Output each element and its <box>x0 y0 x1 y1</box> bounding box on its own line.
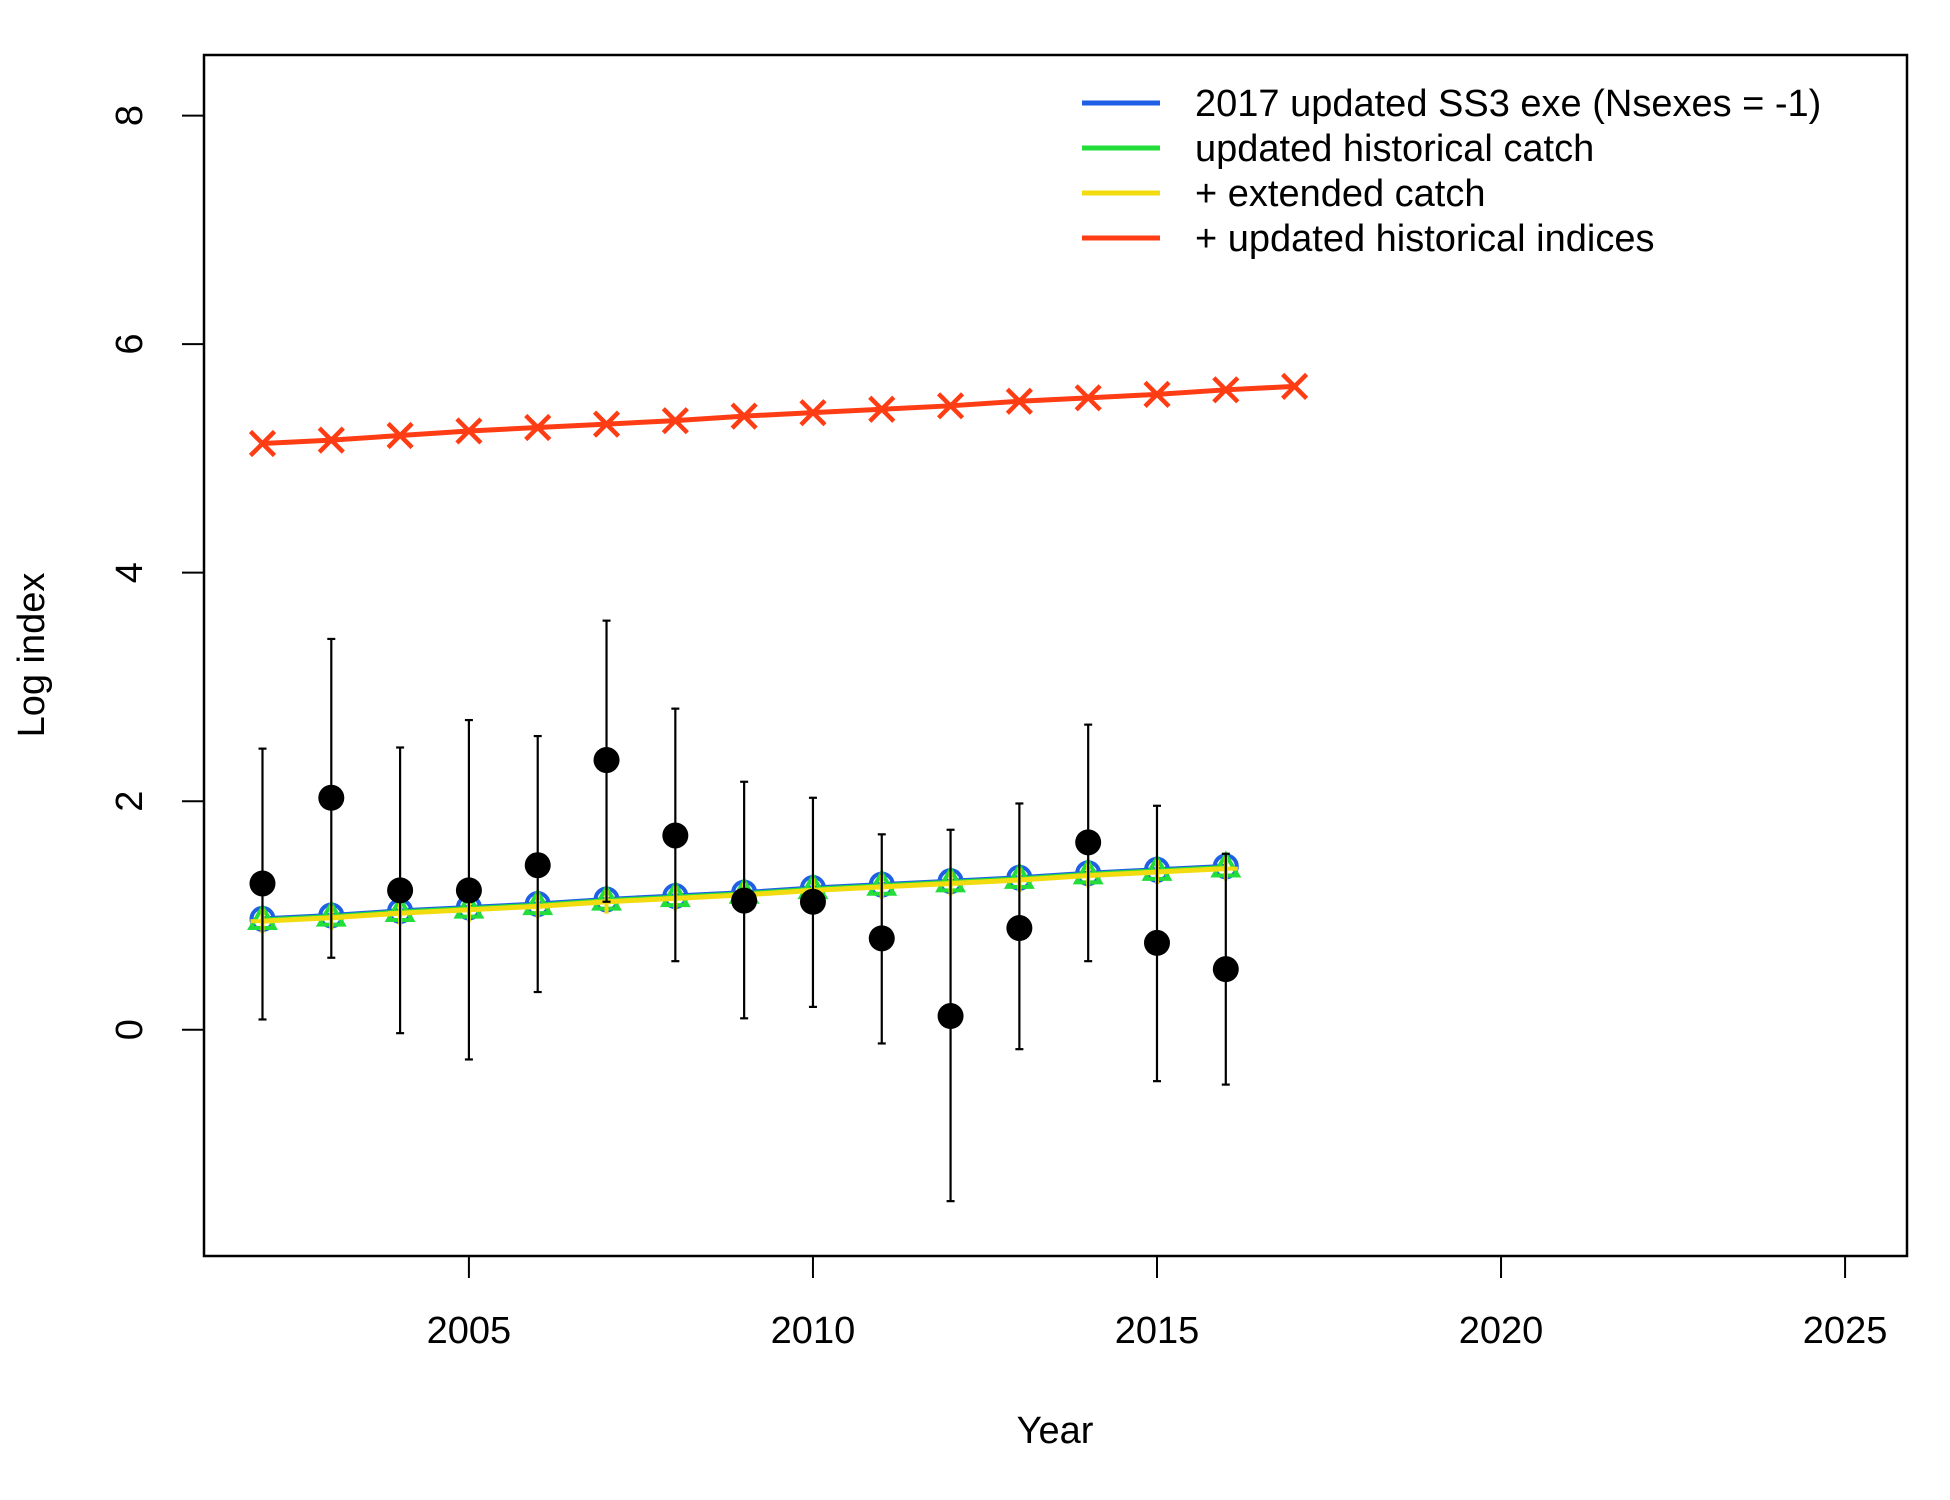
y-tick-label: 2 <box>109 791 151 812</box>
series-layer <box>247 372 1309 934</box>
series-point <box>386 421 414 450</box>
observed-point <box>387 877 414 904</box>
observed-layer <box>249 619 1239 1203</box>
observed-point <box>1212 956 1239 983</box>
series-point <box>524 413 552 442</box>
series-point <box>1212 376 1240 404</box>
x-tick-label: 2015 <box>1115 1310 1200 1352</box>
observed-point <box>1075 829 1102 856</box>
x-tick-label: 2005 <box>427 1310 512 1352</box>
observed-point <box>249 870 276 897</box>
observed-point <box>868 925 895 952</box>
legend-label: + updated historical indices <box>1195 218 1654 260</box>
series-point <box>455 417 483 445</box>
observed-point <box>524 852 551 879</box>
x-tick-label: 2020 <box>1459 1310 1544 1352</box>
y-tick-label: 0 <box>109 1019 151 1040</box>
series-point <box>592 410 621 438</box>
series-point <box>317 426 345 454</box>
observed-point <box>1006 915 1033 942</box>
observed-point <box>799 888 826 915</box>
series-point <box>1281 372 1309 400</box>
y-axis-title: Log index <box>11 573 53 738</box>
x-axis-title: Year <box>1017 1410 1094 1452</box>
y-tick-label: 4 <box>109 562 151 583</box>
observed-point <box>318 784 345 811</box>
legend-label: updated historical catch <box>1195 128 1594 170</box>
series-point <box>248 429 277 458</box>
observed-point <box>1143 929 1170 956</box>
legend-label: + extended catch <box>1195 173 1486 215</box>
x-tick-label: 2025 <box>1803 1310 1888 1352</box>
series-point <box>799 399 827 427</box>
observed-point <box>455 877 482 904</box>
legend: 2017 updated SS3 exe (Nsexes = -1)update… <box>1082 83 1821 260</box>
legend-label: 2017 updated SS3 exe (Nsexes = -1) <box>1195 83 1821 125</box>
observed-point <box>937 1003 964 1030</box>
series-point <box>1005 387 1033 415</box>
series-point <box>1074 384 1102 412</box>
series-4 <box>248 372 1309 458</box>
series-point <box>661 407 689 435</box>
y-tick-label: 6 <box>109 334 151 355</box>
series-line <box>262 383 1295 447</box>
series-point <box>1143 380 1171 408</box>
y-tick-label: 8 <box>109 105 151 126</box>
x-tick-label: 2010 <box>771 1310 856 1352</box>
observed-point <box>662 822 689 849</box>
series-point <box>936 392 965 420</box>
observed-point <box>593 747 620 774</box>
observed-point <box>731 887 758 914</box>
axes: 2005 2010 2015 2020 2025 0 2 4 6 8 <box>109 105 1887 1352</box>
series-point <box>730 402 758 430</box>
series-point <box>868 395 896 423</box>
